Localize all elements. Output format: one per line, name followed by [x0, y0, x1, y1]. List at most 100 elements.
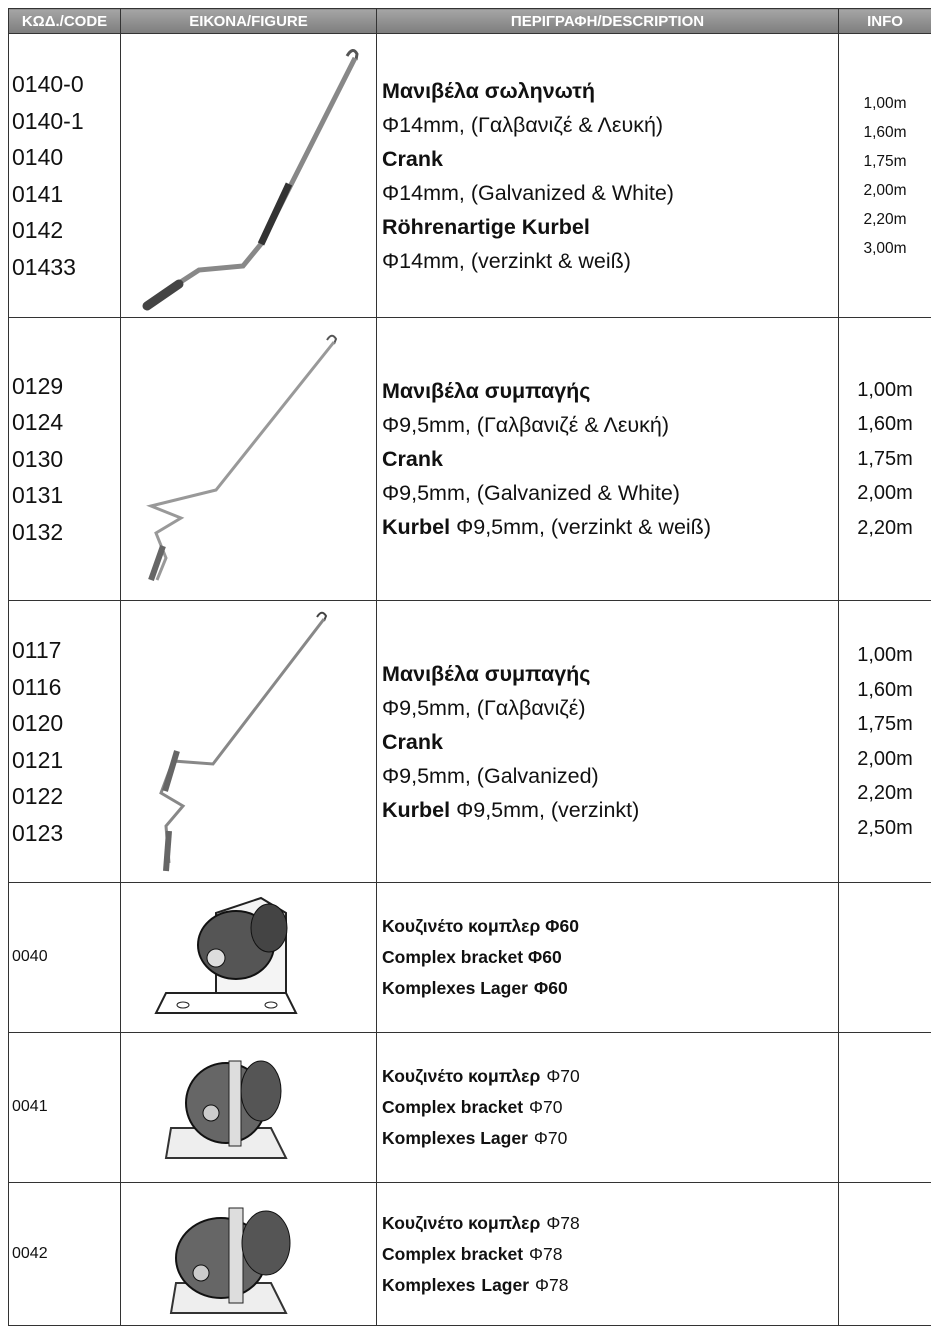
code-cell: 0042 — [8, 1182, 121, 1326]
crank-image — [142, 49, 359, 311]
description-text: Κουζινέτο κομπλερ Φ60 — [382, 916, 579, 936]
description-line: Φ9,5mm, (Γαλβανιζέ & Λευκή) — [382, 408, 838, 442]
product-row: 0129 0124 0130 0131 0132 Μανιβέλα συμπαγής Φ9… — [8, 317, 931, 601]
description-line: Crank — [382, 442, 838, 476]
description-text: Φ70 — [546, 1066, 580, 1086]
description-text: Φ70 — [533, 1128, 568, 1148]
description-text: Φ60 — [533, 978, 568, 998]
length: 2,20m — [863, 210, 907, 228]
description-text: Kurbel — [382, 515, 451, 539]
product-code: 01433 — [12, 253, 76, 280]
product-row: 0041 Κουζινέτο κομπλερ Φ70 Complex bracket… — [8, 1032, 931, 1183]
length: 1,60m — [857, 678, 913, 701]
description-text: Μανιβέλα συμπαγής — [382, 379, 591, 403]
info-cell: 1,00m 1,60m 1,75m 2,00m 2,20m 2,50m — [838, 600, 931, 883]
product-row: 0117 0116 0120 0121 0122 0123 Μανιβέλα συμπαγ… — [8, 600, 931, 883]
product-code: 0129 — [12, 372, 64, 399]
description-line: Kurbel Φ9,5mm, (verzinkt) — [382, 793, 838, 827]
description-text: Φ9,5mm, (verzinkt & weiß) — [456, 515, 711, 539]
description-line: Komplexes Lager Φ78 — [382, 1270, 838, 1301]
description-line: Komplexes Lager Φ70 — [382, 1123, 838, 1154]
description-cell: Μανιβέλα συμπαγής Φ9,5mm, (Γαλβανιζέ) Cran… — [376, 600, 839, 883]
length: 2,20m — [857, 782, 913, 804]
length: 1,75m — [863, 152, 907, 170]
description-text: Komplexes — [382, 1274, 476, 1295]
description-line: Complex bracket Φ78 — [382, 1239, 838, 1270]
description-text: Φ14mm, (verzinkt & weiß) — [382, 248, 631, 273]
product-code: 0121 — [12, 746, 64, 773]
description-text: Φ9,5mm, (Galvanized) — [382, 763, 599, 788]
product-code: 0123 — [12, 819, 64, 846]
length: 2,50m — [857, 816, 913, 839]
code-cell: 0041 — [8, 1032, 121, 1183]
description-line: Κουζινέτο κομπλερ Φ78 — [382, 1208, 838, 1239]
bracket-image — [164, 1060, 288, 1159]
description-text: Crank — [382, 447, 443, 471]
description-text: Kurbel — [382, 797, 451, 822]
description-cell: Κουζινέτο κομπλερ Φ60 Complex bracket Φ60… — [376, 882, 839, 1033]
length: 1,75m — [857, 447, 913, 470]
description-line: Κουζινέτο κομπλερ Φ60 — [382, 911, 838, 942]
description-text: Μανιβέλα σωληνωτή — [382, 78, 595, 103]
description-text: Φ9,5mm, (Galvanized & White) — [382, 481, 680, 505]
description-text: Complex bracket — [382, 1097, 524, 1117]
header-cell: INFO — [838, 8, 931, 34]
code-cell: 0129 0124 0130 0131 0132 — [8, 317, 121, 601]
product-row: 0140-0 0140-1 0140 0141 0142 01433 Μανιβέλα σ… — [8, 33, 931, 318]
length: 2,00m — [863, 181, 907, 199]
description-cell: Μανιβέλα συμπαγής Φ9,5mm, (Γαλβανιζέ & Λε… — [376, 317, 839, 601]
description-text: Κουζινέτο κομπλερ — [382, 1212, 541, 1233]
length: 1,60m — [863, 123, 907, 141]
length: 1,00m — [857, 644, 913, 666]
crank-image — [146, 334, 338, 581]
description-line: Φ14mm, (Γαλβανιζέ & Λευκή) — [382, 108, 838, 142]
description-cell: Μανιβέλα σωληνωτή Φ14mm, (Γαλβανιζέ & Λευ… — [376, 33, 839, 318]
description-line: Crank — [382, 142, 838, 176]
description-text: Μανιβέλα συμπαγής — [382, 661, 591, 686]
info-cell — [838, 1182, 931, 1326]
product-code: 0117 — [12, 637, 62, 663]
description-text: Komplexes Lager — [382, 978, 528, 998]
length: 3,00m — [863, 239, 907, 257]
description-text: Φ14mm, (Galvanized & White) — [382, 180, 674, 205]
figure-cell — [120, 1182, 377, 1326]
length: 1,00m — [857, 378, 913, 401]
description-line: Κουζινέτο κομπλερ Φ70 — [382, 1061, 838, 1092]
figure-cell — [120, 600, 377, 883]
product-code: 0122 — [12, 783, 64, 809]
header-cell: ΚΩΔ./CODE — [8, 8, 121, 34]
product-code: 0140-0 — [12, 71, 84, 97]
length: 2,00m — [857, 482, 913, 505]
description-text: Complex bracket Φ60 — [382, 947, 562, 967]
description-line: Μανιβέλα συμπαγής — [382, 657, 838, 691]
description-line: Komplexes Lager Φ60 — [382, 973, 838, 1004]
description-line: Complex bracket Φ70 — [382, 1092, 838, 1123]
header-cell: ΕΙΚΟΝΑ/FIGURE — [120, 8, 377, 34]
product-code: 0040 — [12, 948, 48, 966]
description-cell: Κουζινέτο κομπλερ Φ78 Complex bracket Φ78 Ko… — [376, 1182, 839, 1326]
bracket-image — [169, 1207, 291, 1314]
product-code: 0140 — [12, 144, 64, 170]
info-cell: 1,00m 1,60m 1,75m 2,00m 2,20m 3,00m — [838, 33, 931, 318]
product-code: 0142 — [12, 217, 64, 243]
product-code: 0131 — [12, 482, 64, 509]
description-text: Röhrenartige Kurbel — [382, 214, 590, 239]
product-code: 0140-1 — [12, 107, 84, 134]
figure-cell — [120, 882, 377, 1033]
info-cell: 1,00m 1,60m 1,75m 2,00m 2,20m — [838, 317, 931, 601]
product-code: 0124 — [12, 409, 64, 436]
description-text: Φ70 — [529, 1097, 563, 1117]
header-row: ΚΩΔ./CODE ΕΙΚΟΝΑ/FIGURE ΠΕΡΙΓΡΑΦΗ/DESCRIPT… — [8, 8, 931, 34]
description-line: Μανιβέλα συμπαγής — [382, 374, 838, 408]
description-text: Φ9,5mm, (Γαλβανιζέ & Λευκή) — [382, 413, 670, 437]
info-cell — [838, 1032, 931, 1183]
description-text: Φ9,5mm, (verzinkt) — [456, 797, 640, 822]
description-text: Lager — [481, 1274, 530, 1295]
description-line: Φ9,5mm, (Galvanized & White) — [382, 476, 838, 510]
description-line: Φ9,5mm, (Γαλβανιζέ) — [382, 691, 838, 725]
description-line: Φ14mm, (Galvanized & White) — [382, 176, 838, 210]
description-text: Komplexes Lager — [382, 1128, 528, 1148]
description-line: Crank — [382, 725, 838, 759]
length: 2,20m — [857, 516, 913, 539]
